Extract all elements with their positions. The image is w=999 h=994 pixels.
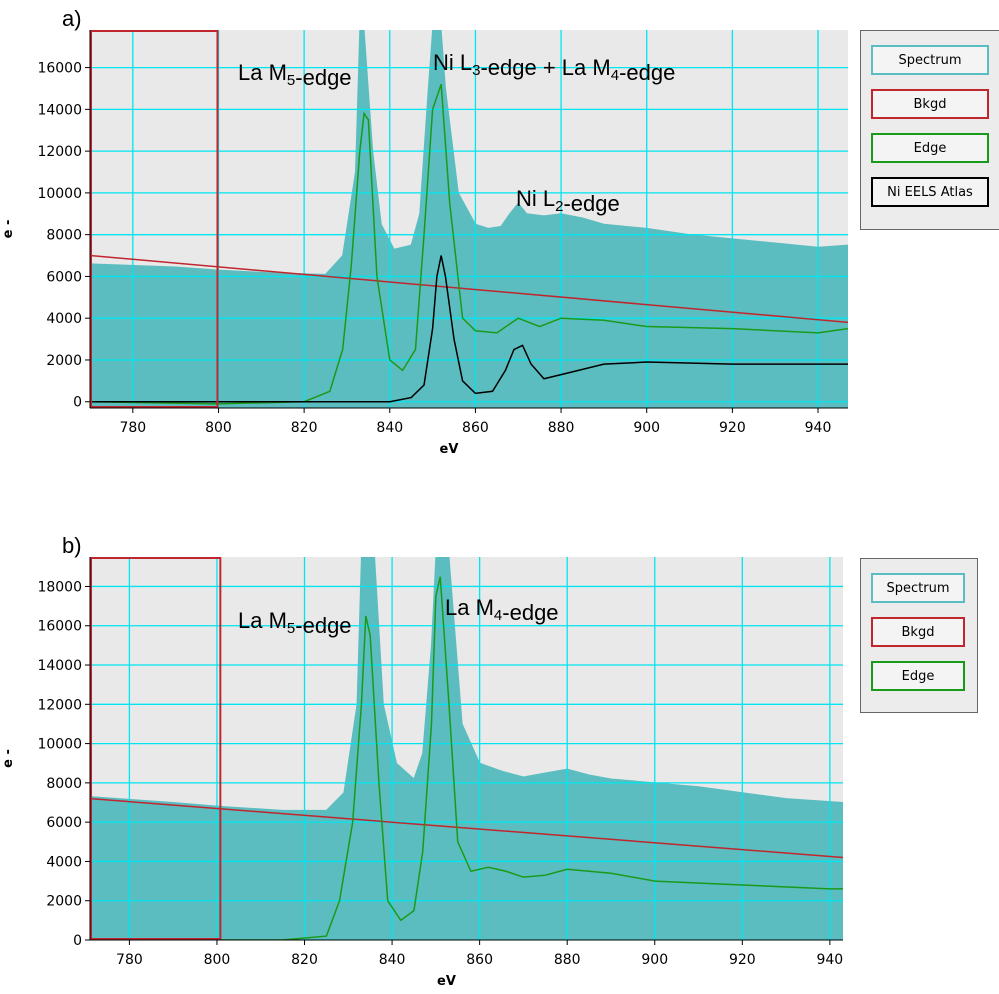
x-tick-label: 820 <box>291 952 318 968</box>
y-axis-label: e - <box>1 749 16 768</box>
y-axis-label: e - <box>1 220 16 239</box>
y-tick-label: 16000 <box>37 61 82 77</box>
spectrum-area <box>90 30 848 408</box>
y-tick-label: 16000 <box>37 619 82 635</box>
y-tick-label: 8000 <box>46 776 82 792</box>
y-tick-label: 8000 <box>46 228 82 244</box>
background-fit-line <box>90 797 843 859</box>
legend-spectrum[interactable]: Spectrum <box>871 573 965 603</box>
y-tick-label: 4000 <box>46 311 82 327</box>
x-tick-label: 860 <box>466 952 493 968</box>
panel-label: a) <box>62 6 82 31</box>
y-tick-label: 6000 <box>46 269 82 285</box>
y-tick-label: 2000 <box>46 353 82 369</box>
edge-annotation: La M5-edge <box>238 60 352 90</box>
edge-line <box>90 576 843 940</box>
y-tick-label: 18000 <box>37 579 82 595</box>
background-window[interactable] <box>90 30 219 408</box>
legend-a: Spectrum Bkgd Edge Ni EELS Atlas <box>860 30 999 230</box>
x-tick-label: 940 <box>805 420 832 436</box>
x-tick-label: 800 <box>205 420 232 436</box>
x-tick-label: 820 <box>291 420 318 436</box>
x-tick-label: 780 <box>116 952 143 968</box>
y-tick-label: 10000 <box>37 737 82 753</box>
y-tick-label: 6000 <box>46 815 82 831</box>
y-tick-label: 10000 <box>37 186 82 202</box>
y-tick-label: 12000 <box>37 697 82 713</box>
x-tick-label: 920 <box>729 952 756 968</box>
legend-spectrum[interactable]: Spectrum <box>871 45 989 75</box>
x-tick-label: 840 <box>379 952 406 968</box>
legend-ni-eels-atlas[interactable]: Ni EELS Atlas <box>871 177 989 207</box>
x-tick-label: 840 <box>376 420 403 436</box>
panel-a: 780 800 820 840 860 880 900 920 940 0 2000 4000 6000… <box>0 0 999 460</box>
y-tick-label: 12000 <box>37 144 82 160</box>
edge-annotation: Ni L3-edge + La M4-edge <box>433 50 675 85</box>
ni-eels-atlas-line <box>90 255 848 403</box>
legend-edge[interactable]: Edge <box>871 661 965 691</box>
edge-line <box>90 84 848 405</box>
y-tick-label: 2000 <box>46 894 82 910</box>
chart-b: 780 800 820 840 860 880 900 920 940 0 2000 4000 6000… <box>1 533 843 989</box>
y-tick-label: 14000 <box>37 102 82 118</box>
legend-bkgd[interactable]: Bkgd <box>871 617 965 647</box>
panel-b: 780 800 820 840 860 880 900 920 940 0 2000 4000 6000… <box>0 530 999 990</box>
y-tick-label: 0 <box>73 395 82 411</box>
x-axis-label: eV <box>440 442 459 457</box>
edge-annotation: La M5-edge <box>238 608 352 638</box>
x-tick-label: 880 <box>554 952 581 968</box>
x-tick-label: 780 <box>119 420 146 436</box>
background-fit-line <box>90 254 848 324</box>
y-tick-label: 14000 <box>37 658 82 674</box>
x-tick-label: 940 <box>816 952 843 968</box>
edge-annotation: Ni L2-edge <box>516 186 620 216</box>
y-tick-label: 0 <box>73 933 82 949</box>
x-axis-label: eV <box>437 974 456 989</box>
legend-b: Spectrum Bkgd Edge <box>860 558 978 713</box>
x-tick-label: 900 <box>633 420 660 436</box>
x-tick-label: 860 <box>462 420 489 436</box>
x-tick-label: 900 <box>641 952 668 968</box>
panel-label: b) <box>62 533 82 558</box>
x-tick-label: 800 <box>204 952 231 968</box>
background-window[interactable] <box>90 557 222 940</box>
y-tick-label: 4000 <box>46 854 82 870</box>
legend-edge[interactable]: Edge <box>871 133 989 163</box>
legend-bkgd[interactable]: Bkgd <box>871 89 989 119</box>
edge-annotation: La M4-edge <box>445 595 559 625</box>
x-tick-label: 920 <box>719 420 746 436</box>
x-tick-label: 880 <box>548 420 575 436</box>
chart-a: 780 800 820 840 860 880 900 920 940 0 2000 4000 6000… <box>1 6 848 457</box>
